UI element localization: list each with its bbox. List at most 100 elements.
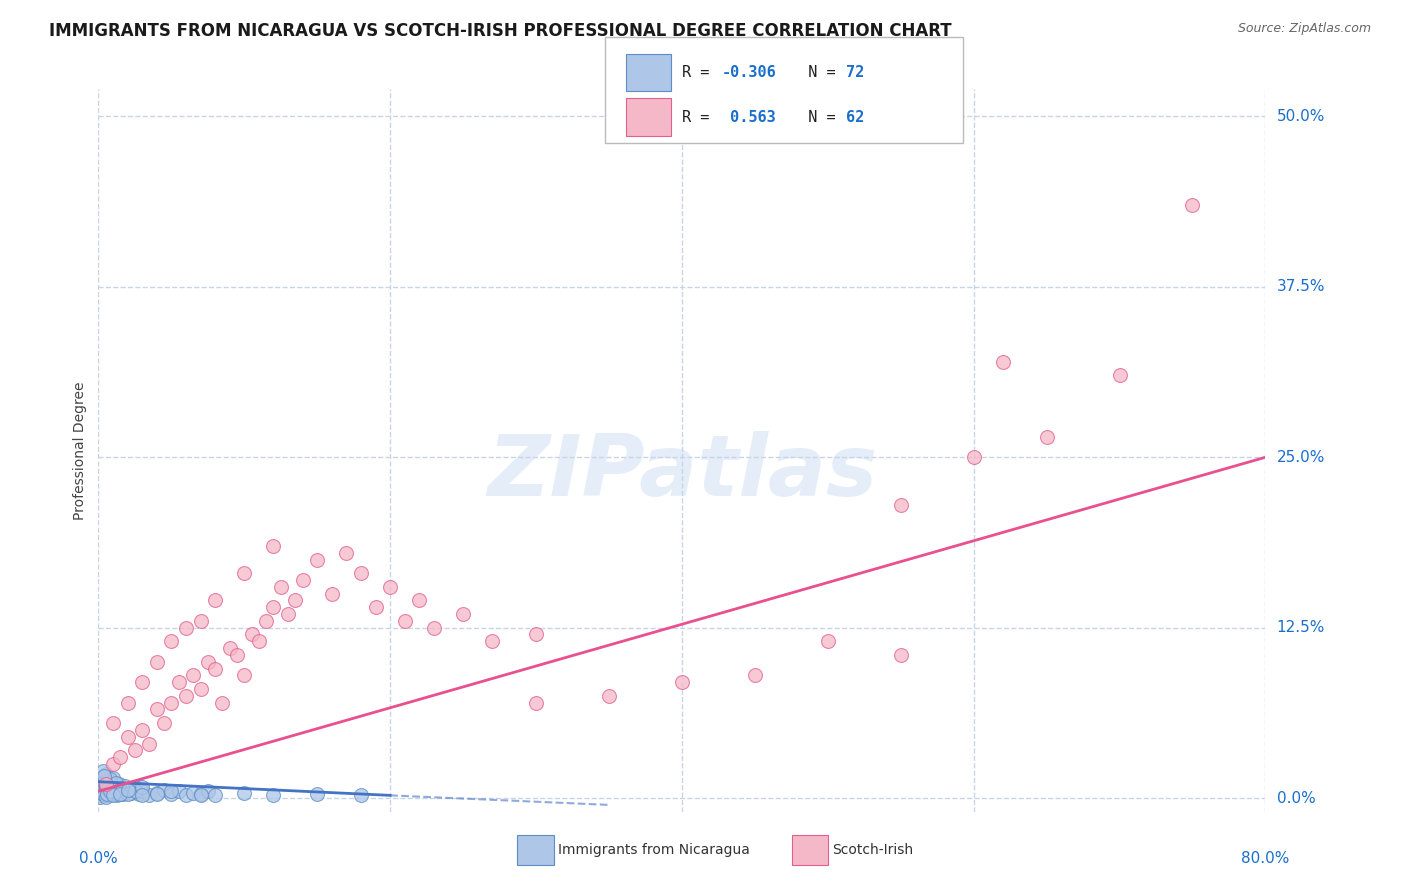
Point <box>991 355 1014 369</box>
Point <box>190 789 212 803</box>
Point <box>90 783 112 797</box>
Point <box>174 689 197 703</box>
Text: -0.306: -0.306 <box>721 65 776 80</box>
Point <box>284 593 307 607</box>
Point <box>146 702 169 716</box>
Point <box>94 784 117 798</box>
Point <box>101 789 124 803</box>
Text: N =: N = <box>790 110 845 125</box>
Point <box>380 580 402 594</box>
Point <box>1181 198 1204 212</box>
Point <box>1108 368 1130 383</box>
Point <box>110 786 132 800</box>
Point <box>254 614 277 628</box>
Point <box>451 607 474 621</box>
Text: R =: R = <box>682 110 727 125</box>
Point <box>962 450 984 465</box>
Point <box>598 689 620 703</box>
Point <box>174 621 197 635</box>
Point <box>100 781 122 796</box>
Y-axis label: Professional Degree: Professional Degree <box>73 381 87 520</box>
Point <box>291 573 314 587</box>
Point <box>1035 430 1057 444</box>
Point <box>96 781 118 796</box>
Point <box>160 634 183 648</box>
Point <box>94 789 117 803</box>
Point <box>131 789 153 803</box>
Point <box>218 641 240 656</box>
Point <box>98 784 121 798</box>
Point <box>100 787 122 801</box>
Point <box>131 780 153 794</box>
Text: 0.563: 0.563 <box>721 110 776 125</box>
Point <box>423 621 446 635</box>
Point <box>890 648 912 662</box>
Point <box>190 787 212 801</box>
Point <box>128 787 150 801</box>
Text: 0.0%: 0.0% <box>79 851 118 865</box>
Point <box>211 696 233 710</box>
Point <box>108 777 131 791</box>
Text: 80.0%: 80.0% <box>1241 851 1289 865</box>
Point <box>138 789 160 803</box>
Point <box>89 789 111 803</box>
Point <box>112 787 135 801</box>
Point <box>117 730 139 744</box>
Point <box>104 776 127 790</box>
Point <box>204 789 226 803</box>
Point <box>233 566 256 581</box>
Text: 50.0%: 50.0% <box>1277 109 1324 124</box>
Text: 12.5%: 12.5% <box>1277 620 1324 635</box>
Point <box>89 789 111 804</box>
Point <box>307 787 329 801</box>
Point <box>98 772 121 786</box>
Point <box>263 600 285 615</box>
Point <box>110 783 132 797</box>
Point <box>91 787 114 801</box>
Point <box>104 784 127 798</box>
Point <box>90 780 112 794</box>
Point <box>117 783 139 797</box>
Point <box>481 634 503 648</box>
Point <box>197 655 219 669</box>
Point <box>93 769 115 783</box>
Point <box>91 771 114 785</box>
Point <box>96 787 118 801</box>
Point <box>190 681 212 696</box>
Point <box>204 662 226 676</box>
Point <box>160 787 183 801</box>
Text: IMMIGRANTS FROM NICARAGUA VS SCOTCH-IRISH PROFESSIONAL DEGREE CORRELATION CHART: IMMIGRANTS FROM NICARAGUA VS SCOTCH-IRIS… <box>49 22 952 40</box>
Point <box>93 777 115 791</box>
Point <box>90 786 112 800</box>
Point <box>153 783 176 797</box>
Point <box>110 750 132 764</box>
Point <box>146 786 169 800</box>
Point <box>240 627 263 641</box>
Point <box>671 675 693 690</box>
Point <box>131 723 153 737</box>
Point <box>160 696 183 710</box>
Point <box>817 634 839 648</box>
Point <box>190 614 212 628</box>
Point <box>247 634 270 648</box>
Point <box>146 655 169 669</box>
Point <box>131 675 153 690</box>
Point <box>364 600 387 615</box>
Point <box>101 786 124 800</box>
Point <box>114 779 136 793</box>
Point <box>146 787 169 801</box>
Point <box>321 586 343 600</box>
Point <box>96 789 118 803</box>
Point <box>93 787 115 801</box>
Point <box>890 498 912 512</box>
Text: Source: ZipAtlas.com: Source: ZipAtlas.com <box>1237 22 1371 36</box>
Point <box>307 552 329 566</box>
Point <box>117 783 139 797</box>
Point <box>124 784 146 798</box>
Text: 0.0%: 0.0% <box>1277 790 1315 805</box>
Point <box>110 787 132 801</box>
Point <box>350 566 373 581</box>
Point <box>97 786 120 800</box>
Point <box>117 696 139 710</box>
Point <box>167 675 190 690</box>
